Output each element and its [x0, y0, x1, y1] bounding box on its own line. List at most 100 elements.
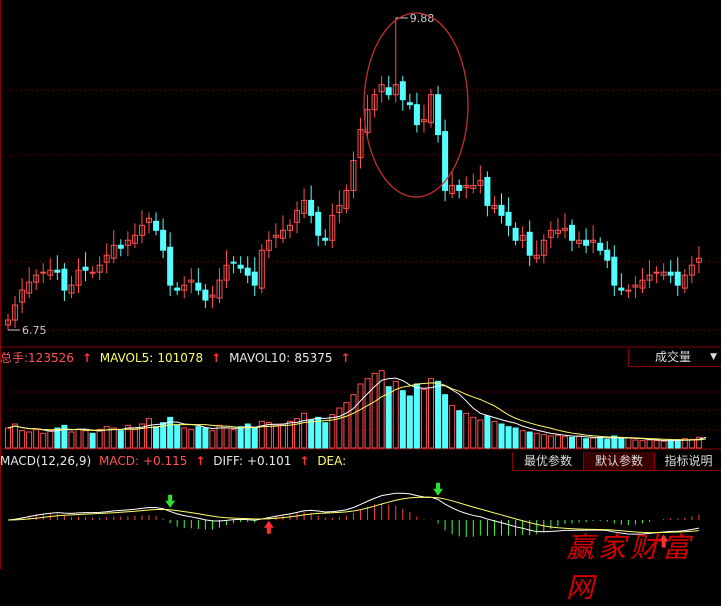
- candle-body: [695, 257, 702, 263]
- volume-bar: [12, 423, 19, 449]
- candle-body: [230, 261, 237, 264]
- candle-body: [343, 189, 350, 209]
- candle-body: [336, 204, 343, 213]
- candle-body: [315, 211, 322, 236]
- candle-body: [103, 254, 110, 263]
- candle-body: [188, 279, 195, 283]
- candle-body: [40, 271, 47, 274]
- candle-body: [329, 214, 336, 241]
- volume-bar: [392, 380, 399, 449]
- chevron-down-icon[interactable]: ▼: [710, 352, 717, 362]
- up-arrow-icon: ↑: [81, 351, 92, 365]
- candle-body: [47, 269, 54, 276]
- candle-body: [124, 239, 131, 246]
- candle-body: [646, 274, 653, 281]
- candle-body: [435, 94, 442, 136]
- volume-bar: [26, 431, 33, 449]
- candle-body: [583, 239, 590, 246]
- sell-arrow-icon: [433, 482, 444, 496]
- candle-body: [561, 227, 568, 231]
- volume-bar: [385, 386, 392, 449]
- candle-body: [301, 199, 308, 214]
- candle-body: [660, 271, 667, 276]
- candle-body: [202, 289, 209, 301]
- candle-body: [477, 179, 484, 186]
- volume-bar: [117, 430, 124, 449]
- volume-bar: [667, 440, 674, 449]
- macd-header: MACD(12,26,9) MACD: +0.115 ↑ DIFF: +0.101 ↑ …: [0, 452, 350, 470]
- default-params-button[interactable]: 默认参数: [583, 452, 654, 471]
- volume-bar: [618, 438, 625, 449]
- volume-bar: [174, 424, 181, 449]
- candle-body: [576, 239, 583, 244]
- candle-body: [519, 234, 526, 241]
- candle-body: [308, 199, 315, 216]
- candle-body: [195, 282, 202, 291]
- total-volume: 总手:123526: [0, 351, 78, 365]
- volume-bar: [209, 430, 216, 449]
- volume-bar: [364, 378, 371, 449]
- candle-body: [392, 84, 399, 96]
- watermark-logo: 赢家财富网: [566, 531, 695, 604]
- dea-label: DEA:: [317, 454, 347, 468]
- volume-bar: [357, 383, 364, 449]
- volume-bar: [315, 416, 322, 449]
- candle-body: [216, 279, 223, 299]
- candle-body: [19, 289, 26, 303]
- candle-body: [258, 249, 265, 289]
- candle-body: [117, 244, 124, 249]
- volume-bar: [5, 427, 11, 449]
- buy-arrow-icon: [263, 520, 274, 534]
- mavol10-line: [7, 382, 707, 441]
- candle-body: [265, 239, 272, 251]
- up-arrow-icon: ↑: [340, 351, 351, 365]
- volume-bar: [329, 414, 336, 449]
- mavol10: MAVOL10: 85375: [229, 351, 336, 365]
- volume-bar: [576, 435, 583, 449]
- candle-body: [322, 237, 329, 241]
- total-volume-label: 总手:: [0, 351, 29, 365]
- volume-bar: [110, 427, 117, 449]
- volume-bar: [505, 426, 512, 449]
- candle-body: [674, 271, 681, 286]
- volume-bar: [442, 394, 449, 449]
- volume-bar: [399, 390, 406, 449]
- volume-bar: [322, 422, 329, 449]
- volume-bar: [660, 440, 667, 449]
- volume-bar: [167, 416, 174, 449]
- volume-bar: [251, 427, 258, 449]
- candle-body: [61, 268, 68, 291]
- volume-bar: [350, 394, 357, 449]
- candle-body: [33, 274, 40, 283]
- candle-body: [540, 239, 547, 256]
- candle-body: [160, 229, 167, 251]
- volume-bar: [40, 432, 47, 449]
- candle-body: [632, 284, 639, 288]
- volume-bar: [695, 436, 702, 449]
- volume-bar: [484, 415, 491, 449]
- candle-body: [569, 224, 575, 241]
- candle-body: [533, 254, 540, 259]
- volume-bar: [195, 426, 202, 449]
- indicator-help-button[interactable]: 指标说明: [654, 452, 721, 471]
- candle-body: [68, 284, 75, 294]
- candle-body: [463, 184, 470, 188]
- mavol5-value: 101078: [157, 351, 204, 365]
- volume-bar: [216, 424, 223, 449]
- candle-body: [512, 227, 519, 241]
- candle-body: [442, 131, 449, 191]
- mavol10-value: 85375: [294, 351, 333, 365]
- volume-bar: [223, 427, 230, 449]
- volume-bar: [47, 430, 54, 449]
- volume-bar: [639, 440, 646, 449]
- candle-body: [420, 119, 427, 123]
- min-price-label: 6.75: [22, 324, 47, 337]
- buy-arrow-icon: [658, 534, 669, 548]
- stock-chart[interactable]: 9.886.75: [0, 0, 721, 569]
- indicator-select[interactable]: 成交量 ▼: [628, 349, 721, 367]
- diff-value: +0.101: [247, 454, 292, 468]
- candle-body: [378, 84, 385, 93]
- optimal-params-button[interactable]: 最优参数: [512, 452, 583, 471]
- volume-bar: [54, 427, 61, 449]
- volume-bar: [547, 435, 554, 449]
